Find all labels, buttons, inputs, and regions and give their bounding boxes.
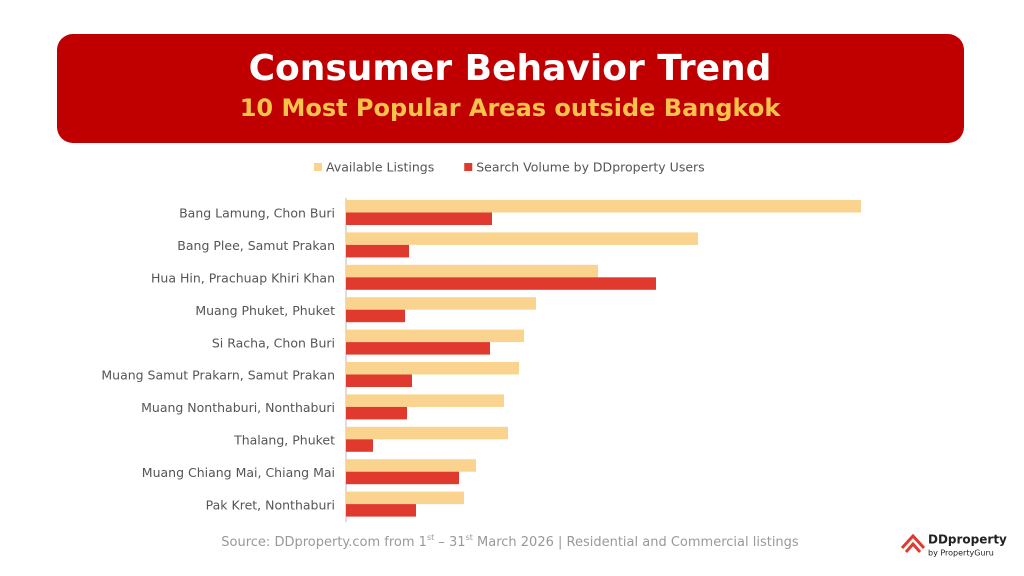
y-tick-label: Muang Phuket, Phuket <box>195 303 335 318</box>
bar <box>346 459 476 472</box>
y-tick-label: Bang Plee, Samut Prakan <box>177 238 335 253</box>
bar <box>346 406 407 420</box>
bar <box>346 297 536 310</box>
legend-label: Available Listings <box>326 160 434 175</box>
source-sup: st <box>466 533 473 542</box>
bar <box>346 232 698 245</box>
bar <box>346 200 861 213</box>
bar <box>346 439 373 452</box>
y-tick-label: Muang Chiang Mai, Chiang Mai <box>142 465 335 480</box>
bar <box>346 504 416 517</box>
source-part: Source: DDproperty.com from 1 <box>221 535 427 550</box>
source-note: Source: DDproperty.com from 1st – 31st M… <box>221 533 799 550</box>
bar <box>346 394 504 407</box>
y-tick-label: Muang Nonthaburi, Nonthaburi <box>141 400 335 415</box>
y-tick-label: Pak Kret, Nonthaburi <box>206 497 335 512</box>
title-banner <box>57 34 964 143</box>
legend-swatch <box>464 163 473 171</box>
bar <box>346 329 524 343</box>
y-tick-label: Hua Hin, Prachuap Khiri Khan <box>151 271 335 286</box>
y-tick-label: Bang Lamung, Chon Buri <box>179 206 335 221</box>
legend-label: Search Volume by DDproperty Users <box>476 160 704 175</box>
legend-swatch <box>314 163 322 171</box>
y-tick-label: Muang Samut Prakarn, Samut Prakan <box>101 368 335 383</box>
bar <box>346 491 464 505</box>
bar <box>346 342 490 355</box>
bar <box>346 264 598 278</box>
source-part: March 2026 | Residential and Commercial … <box>473 535 799 550</box>
logo: DDproperty by PropertyGuru <box>900 533 1007 558</box>
bar <box>346 309 405 323</box>
bar <box>346 426 508 440</box>
bar <box>346 244 409 258</box>
source-sup: st <box>427 533 434 542</box>
chart-title: Consumer Behavior Trend <box>249 48 772 89</box>
y-tick-label: Si Racha, Chon Buri <box>212 335 335 350</box>
chart-subtitle: 10 Most Popular Areas outside Bangkok <box>240 94 782 122</box>
bar <box>346 212 492 225</box>
logo-tagline: by PropertyGuru <box>928 549 994 558</box>
bar <box>346 277 656 290</box>
bar <box>346 374 412 387</box>
bar <box>346 362 519 375</box>
logo-icon <box>900 533 926 553</box>
source-part: – 31 <box>434 535 465 550</box>
logo-name: DDproperty <box>928 533 1007 547</box>
bar <box>346 471 459 485</box>
y-tick-label: Thalang, Phuket <box>233 433 335 448</box>
